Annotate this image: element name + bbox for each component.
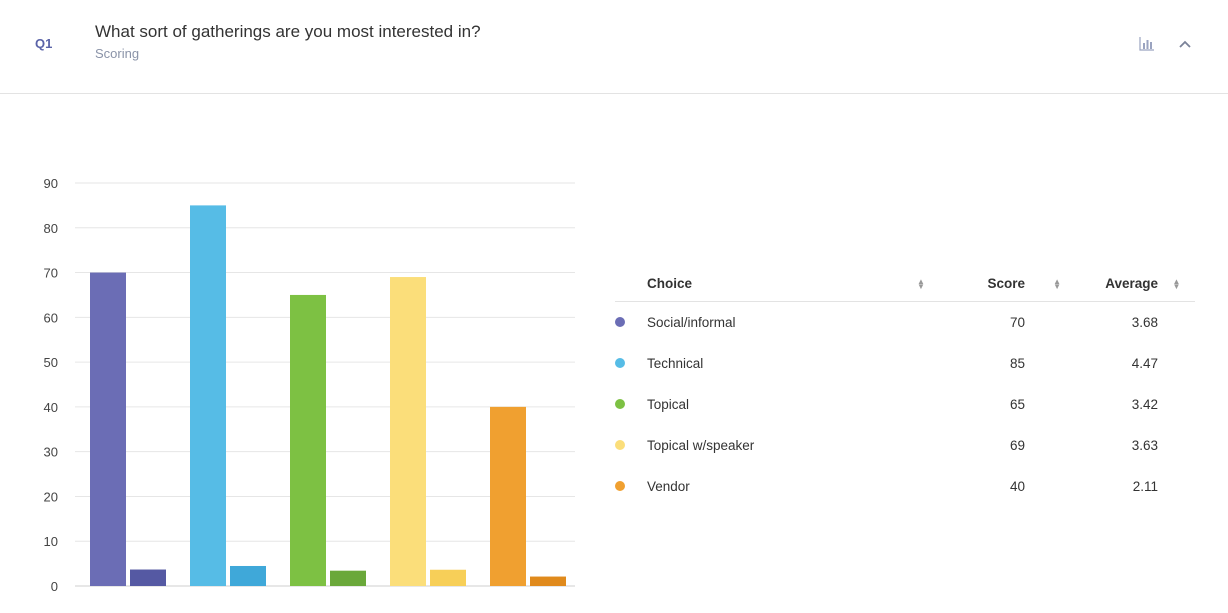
chevron-up-icon[interactable] — [1175, 34, 1195, 54]
bar-chart-icon[interactable] — [1137, 34, 1157, 54]
column-choice-label: Choice — [647, 275, 693, 291]
legend-dot-icon — [615, 481, 625, 491]
average-cell: 2.11 — [1132, 479, 1158, 494]
score-cell: 65 — [1009, 397, 1025, 412]
column-score-label: Score — [987, 275, 1025, 291]
question-subtitle: Scoring — [95, 46, 140, 61]
bar-chart: 0 10 20 30 40 50 60 70 80 90 — [0, 160, 590, 608]
average-bar[interactable] — [130, 569, 166, 586]
y-tick-label: 70 — [44, 266, 58, 281]
score-bar[interactable] — [190, 205, 226, 586]
y-tick-label: 40 — [44, 400, 58, 415]
average-bar[interactable] — [230, 565, 266, 586]
average-bar[interactable] — [330, 570, 366, 586]
score-bar[interactable] — [90, 272, 126, 586]
y-tick-label: 50 — [44, 355, 58, 370]
y-tick-label: 60 — [44, 310, 58, 325]
table-header-row: Choice ▲ ▼ Score ▲ ▼ Average ▲ ▼ — [615, 265, 1195, 302]
average-bar[interactable] — [430, 569, 466, 586]
sort-average-icon[interactable]: ▲ ▼ — [1158, 265, 1195, 302]
table-row: Social/informal 70 3.68 — [615, 302, 1195, 344]
question-header: Q1 What sort of gatherings are you most … — [0, 0, 1228, 94]
y-tick-label: 0 — [51, 579, 58, 594]
average-cell: 3.68 — [1131, 315, 1158, 330]
y-tick-label: 80 — [44, 221, 58, 236]
results-table: Choice ▲ ▼ Score ▲ ▼ Average ▲ ▼ Social/inf… — [615, 265, 1195, 507]
table-row: Topical w/speaker 69 3.63 — [615, 425, 1195, 466]
legend-dot-icon — [615, 440, 625, 450]
score-bar[interactable] — [290, 294, 326, 586]
sort-score-icon[interactable]: ▲ ▼ — [1025, 265, 1065, 302]
choice-cell: Topical — [647, 397, 690, 412]
average-cell: 3.42 — [1131, 397, 1158, 412]
column-score[interactable]: Score — [957, 265, 1025, 302]
table-row: Vendor 40 2.11 — [615, 466, 1195, 507]
score-cell: 69 — [1009, 438, 1025, 453]
question-title: What sort of gatherings are you most int… — [95, 22, 481, 41]
choice-cell: Technical — [647, 356, 704, 371]
question-number: Q1 — [35, 36, 53, 51]
column-average-label: Average — [1105, 275, 1158, 291]
legend-dot-icon — [615, 358, 625, 368]
choice-cell: Topical w/speaker — [647, 438, 755, 453]
table-row: Technical 85 4.47 — [615, 343, 1195, 384]
choice-cell: Vendor — [647, 479, 690, 494]
score-cell: 85 — [1009, 356, 1025, 371]
column-choice[interactable]: Choice — [647, 265, 917, 302]
legend-dot-icon — [615, 317, 625, 327]
table-row: Topical 65 3.42 — [615, 384, 1195, 425]
legend-dot-icon — [615, 399, 625, 409]
y-tick-label: 90 — [44, 176, 58, 191]
chart-svg: 0 10 20 30 40 50 60 70 80 90 — [44, 176, 575, 594]
score-cell: 40 — [1009, 479, 1025, 494]
score-cell: 70 — [1009, 315, 1025, 330]
average-cell: 4.47 — [1131, 356, 1158, 371]
choice-cell: Social/informal — [647, 315, 736, 330]
average-cell: 3.63 — [1131, 438, 1158, 453]
y-tick-label: 10 — [44, 534, 58, 549]
y-tick-label: 30 — [44, 445, 58, 460]
average-bar[interactable] — [530, 576, 566, 586]
y-tick-label: 20 — [44, 489, 58, 504]
score-bar[interactable] — [490, 406, 526, 586]
column-average[interactable]: Average — [1065, 265, 1158, 302]
score-bar[interactable] — [390, 277, 426, 586]
sort-choice-icon[interactable]: ▲ ▼ — [917, 265, 957, 302]
